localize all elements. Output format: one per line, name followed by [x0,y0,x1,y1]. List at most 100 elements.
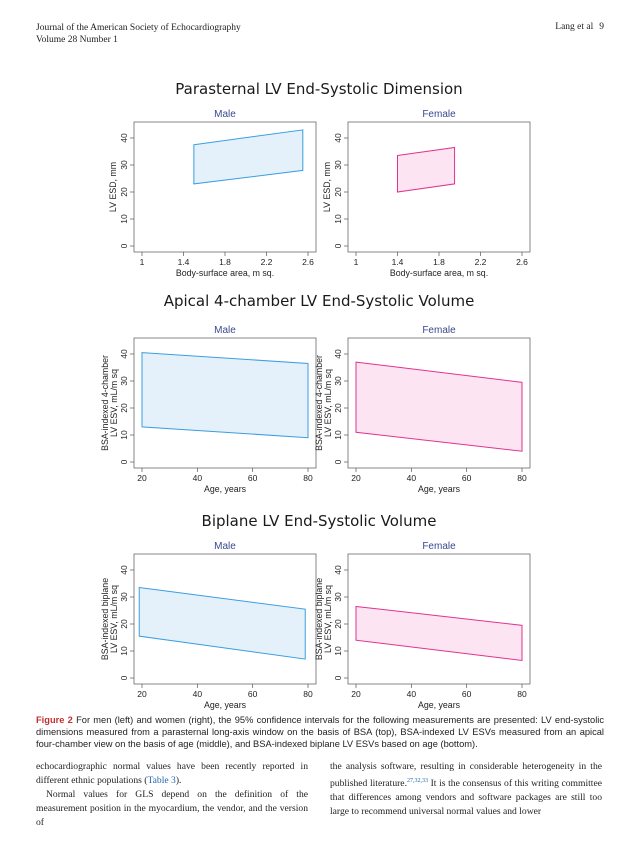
y-tick-label: 20 [333,403,343,413]
x-axis-label: Age, years [204,700,247,710]
y-tick-label: 30 [333,160,343,170]
confidence-interval-band [397,146,456,193]
x-tick-label: 1.4 [178,257,190,267]
y-axis-label: LV ESV, mL/m sq [323,369,333,437]
x-tick-label: 1 [354,257,359,267]
y-tick-label: 20 [119,403,129,413]
y-tick-label: 30 [119,376,129,386]
x-axis-label: Body-surface area, m sq. [390,268,488,278]
y-tick-label: 10 [333,214,343,224]
y-tick-label: 10 [333,430,343,440]
y-axis-label: BSA-indexed biplane [100,578,110,660]
plot-frame [133,337,317,469]
y-tick-label: 20 [333,187,343,197]
figure-caption-text: For men (left) and women (right), the 95… [36,715,604,749]
y-tick-label: 0 [119,459,129,464]
body-left-p1-b: ). [175,775,182,786]
x-axis-label: Body-surface area, m sq. [176,268,274,278]
plot-frame [347,553,531,685]
y-axis-label: LV ESD, mm [108,162,118,212]
y-tick-label: 30 [119,592,129,602]
y-tick-label: 10 [119,646,129,656]
plot-frame [347,121,531,253]
section-title-biplane: Biplane LV End-Systolic Volume [201,512,437,530]
panel-title: Male [214,325,236,336]
x-tick-label: 1.8 [433,257,445,267]
figure-label: Figure 2 [36,715,73,725]
y-tick-label: 0 [333,675,343,680]
x-tick-label: 60 [462,689,472,699]
y-tick-label: 10 [119,214,129,224]
x-tick-label: 20 [351,473,361,483]
x-tick-label: 1.4 [392,257,404,267]
x-tick-label: 20 [137,689,147,699]
y-axis-label: BSA-indexed 4-chamber [100,355,110,451]
chart-esd-male: Male 1 1.4 1.8 2.2 2.6 0 10 20 30 40 Body-surface a… [108,109,317,278]
x-axis-label: Age, years [418,700,461,710]
x-tick-label: 80 [517,689,527,699]
y-tick-label: 30 [333,592,343,602]
y-tick-label: 40 [333,349,343,359]
x-tick-label: 1.8 [219,257,231,267]
confidence-interval-band [355,361,523,452]
page-header-right: Lang et al 9 [555,22,604,32]
journal-name: Journal of the American Society of Echoc… [36,23,241,33]
x-tick-label: 60 [248,473,258,483]
y-tick-label: 10 [333,646,343,656]
confidence-interval-band [138,586,306,660]
page-number: 9 [599,22,604,32]
body-left-p1-a: echocardiographic normal values have bee… [36,761,308,786]
x-tick-label: 2.6 [516,257,528,267]
y-axis-label: LV ESD, mm [322,162,332,212]
x-tick-label: 2.2 [261,257,273,267]
reference-citation[interactable]: 27,32,33 [406,778,428,784]
x-tick-label: 80 [303,689,313,699]
y-axis-label: LV ESV, mL/m sq [109,585,119,653]
y-tick-label: 0 [333,459,343,464]
x-tick-label: 1 [140,257,145,267]
x-tick-label: 60 [462,473,472,483]
x-tick-label: 20 [351,689,361,699]
y-axis-label: LV ESV, mL/m sq [109,369,119,437]
x-tick-label: 80 [517,473,527,483]
x-tick-label: 20 [137,473,147,483]
body-column-left: echocardiographic normal values have bee… [36,760,308,830]
y-axis-label: BSA-indexed biplane [314,578,324,660]
x-tick-label: 2.2 [475,257,487,267]
x-axis-label: Age, years [418,484,461,494]
y-tick-label: 20 [333,619,343,629]
x-tick-label: 40 [407,689,417,699]
y-tick-label: 30 [333,376,343,386]
y-tick-label: 30 [119,160,129,170]
y-tick-label: 20 [119,187,129,197]
panel-title: Male [214,541,236,552]
confidence-interval-band [193,129,304,185]
plot-frame [347,337,531,469]
y-tick-label: 40 [119,133,129,143]
y-axis-label: LV ESV, mL/m sq [323,585,333,653]
author-running-head: Lang et al [555,22,594,32]
y-tick-label: 40 [119,349,129,359]
y-tick-label: 10 [119,430,129,440]
y-tick-label: 20 [119,619,129,629]
confidence-interval-band [141,352,309,439]
y-tick-label: 0 [119,243,129,248]
x-tick-label: 2.6 [302,257,314,267]
chart-esd-female: Female 1 1.4 1.8 2.2 2.6 0 10 20 30 40 Body-surface… [322,109,531,278]
figure-caption: Figure 2 For men (left) and women (right… [36,714,604,750]
plot-frame [133,553,317,685]
y-tick-label: 40 [333,565,343,575]
x-tick-label: 60 [248,689,258,699]
x-tick-label: 40 [193,473,203,483]
panel-title: Female [422,325,456,336]
confidence-interval-band [355,605,523,662]
table-3-link[interactable]: Table 3 [147,775,176,786]
body-column-right: the analysis software, resulting in cons… [330,760,602,819]
y-tick-label: 40 [119,565,129,575]
panel-title: Female [422,541,456,552]
y-tick-label: 0 [333,243,343,248]
body-right-p1-a: the analysis software, resulting in cons… [330,761,602,790]
